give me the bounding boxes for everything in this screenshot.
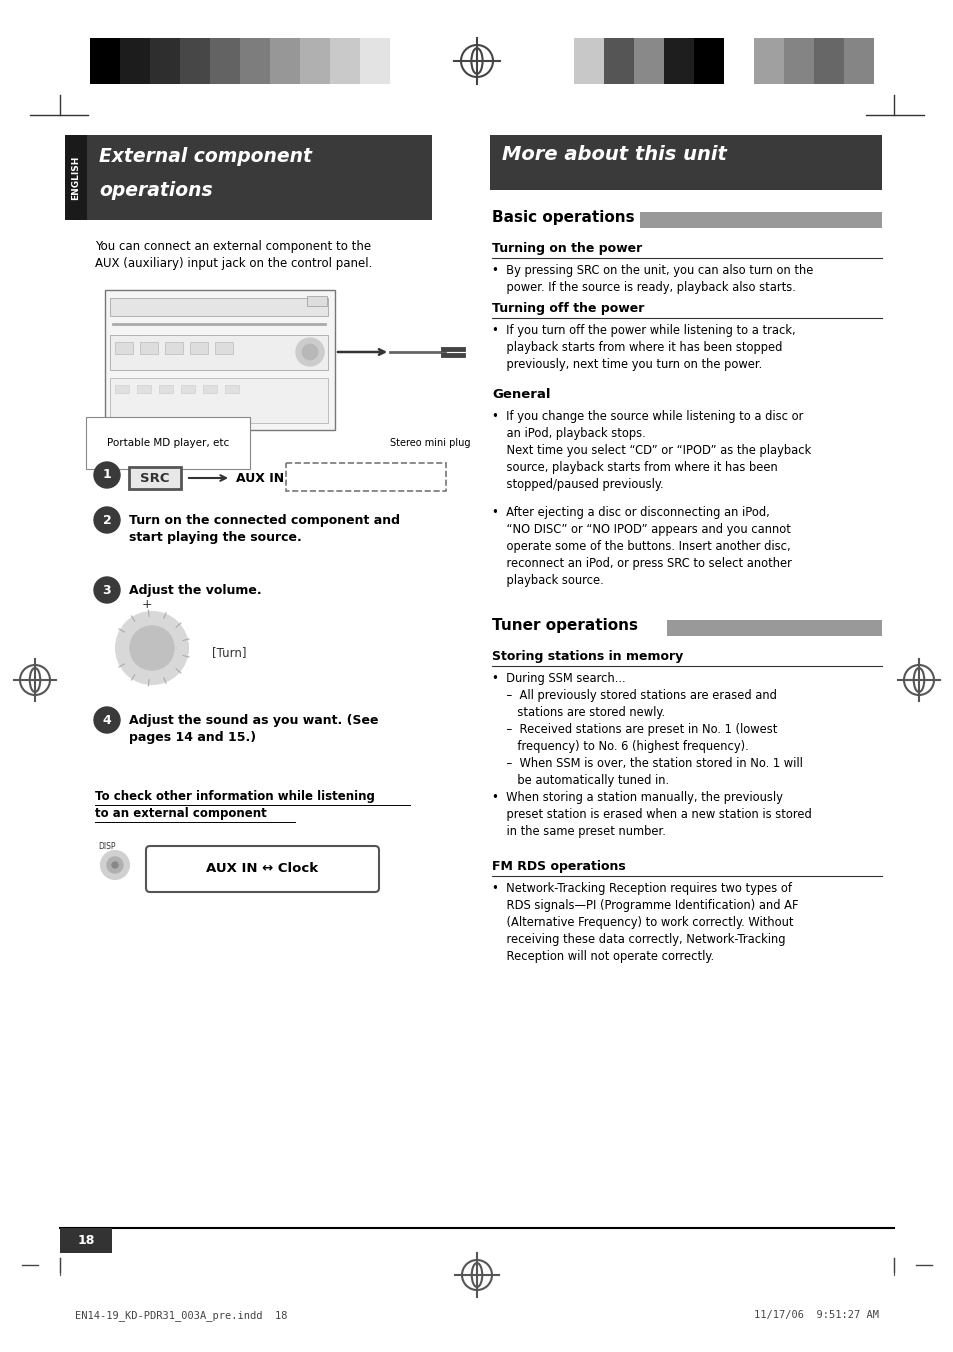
Bar bbox=[390, 38, 419, 84]
Text: Adjust the volume.: Adjust the volume. bbox=[129, 584, 261, 598]
Text: 11/17/06  9:51:27 AM: 11/17/06 9:51:27 AM bbox=[753, 1310, 878, 1320]
Bar bbox=[110, 379, 328, 423]
Circle shape bbox=[116, 612, 188, 684]
Text: •  If you turn off the power while listening to a track,
    playback starts fro: • If you turn off the power while listen… bbox=[492, 324, 795, 370]
Text: ENGLISH: ENGLISH bbox=[71, 155, 80, 200]
Text: AUX IN: AUX IN bbox=[235, 472, 284, 484]
Bar bbox=[663, 38, 693, 84]
Text: •  Network-Tracking Reception requires two types of
    RDS signals—PI (Programm: • Network-Tracking Reception requires tw… bbox=[492, 882, 798, 963]
Bar bbox=[115, 385, 129, 393]
Bar bbox=[210, 38, 240, 84]
Bar bbox=[159, 385, 172, 393]
Text: SRC: SRC bbox=[140, 472, 170, 484]
Circle shape bbox=[130, 626, 173, 671]
Circle shape bbox=[107, 857, 123, 873]
Bar bbox=[299, 38, 330, 84]
Bar bbox=[105, 289, 335, 430]
Text: •  During SSM search...
    –  All previously stored stations are erased and
   : • During SSM search... – All previously … bbox=[492, 672, 811, 838]
Bar bbox=[190, 342, 208, 354]
Text: External component: External component bbox=[99, 147, 312, 166]
Bar bbox=[90, 38, 120, 84]
Circle shape bbox=[94, 462, 120, 488]
Circle shape bbox=[94, 577, 120, 603]
Text: You can connect an external component to the
AUX (auxiliary) input jack on the c: You can connect an external component to… bbox=[95, 241, 372, 270]
Bar bbox=[129, 466, 181, 489]
Text: FM RDS operations: FM RDS operations bbox=[492, 860, 625, 873]
Circle shape bbox=[101, 850, 129, 879]
Text: Basic operations: Basic operations bbox=[492, 210, 634, 224]
Bar bbox=[120, 38, 150, 84]
Text: Turning on the power: Turning on the power bbox=[492, 242, 641, 256]
Text: Turning off the power: Turning off the power bbox=[492, 301, 643, 315]
Bar bbox=[214, 342, 233, 354]
Text: 4: 4 bbox=[103, 714, 112, 726]
Text: Tuner operations: Tuner operations bbox=[492, 618, 638, 633]
Bar bbox=[359, 38, 390, 84]
Bar bbox=[110, 335, 328, 370]
Text: •  After ejecting a disc or disconnecting an iPod,
    “NO DISC” or “NO IPOD” ap: • After ejecting a disc or disconnecting… bbox=[492, 506, 791, 587]
Text: Adjust the sound as you want. (See
pages 14 and 15.): Adjust the sound as you want. (See pages… bbox=[129, 714, 378, 744]
Bar bbox=[574, 38, 603, 84]
Circle shape bbox=[112, 863, 118, 868]
Circle shape bbox=[94, 707, 120, 733]
Bar bbox=[115, 342, 132, 354]
Text: More about this unit: More about this unit bbox=[501, 145, 726, 164]
Bar bbox=[723, 38, 753, 84]
Bar bbox=[240, 38, 270, 84]
Bar bbox=[65, 135, 87, 220]
Bar bbox=[165, 342, 183, 354]
Bar bbox=[203, 385, 216, 393]
Text: Stereo mini plug: Stereo mini plug bbox=[390, 438, 470, 448]
Bar bbox=[60, 1228, 112, 1253]
Text: AUX IN ↔ Clock: AUX IN ↔ Clock bbox=[206, 863, 318, 876]
Circle shape bbox=[302, 343, 317, 360]
Text: [Turn]: [Turn] bbox=[212, 646, 246, 660]
Text: +: + bbox=[142, 598, 152, 611]
Bar bbox=[307, 296, 327, 306]
Bar bbox=[813, 38, 843, 84]
Text: EN14-19_KD-PDR31_003A_pre.indd  18: EN14-19_KD-PDR31_003A_pre.indd 18 bbox=[75, 1310, 287, 1321]
Text: General: General bbox=[492, 388, 550, 402]
Text: DISP: DISP bbox=[98, 842, 115, 850]
Bar bbox=[270, 38, 299, 84]
FancyBboxPatch shape bbox=[146, 846, 378, 892]
Bar bbox=[110, 297, 328, 316]
Bar bbox=[666, 621, 882, 635]
Circle shape bbox=[295, 338, 324, 366]
Text: To check other information while listening
to an external component: To check other information while listeni… bbox=[95, 790, 375, 821]
Bar bbox=[603, 38, 634, 84]
Bar bbox=[87, 135, 432, 220]
Text: 3: 3 bbox=[103, 584, 112, 596]
Text: •  If you change the source while listening to a disc or
    an iPod, playback s: • If you change the source while listeni… bbox=[492, 410, 810, 491]
Text: 2: 2 bbox=[103, 514, 112, 526]
Bar bbox=[693, 38, 723, 84]
Text: Portable MD player, etc: Portable MD player, etc bbox=[107, 438, 229, 448]
Bar bbox=[753, 38, 783, 84]
Bar bbox=[783, 38, 813, 84]
Bar bbox=[490, 135, 882, 191]
Text: Turn on the connected component and
start playing the source.: Turn on the connected component and star… bbox=[129, 514, 399, 544]
Circle shape bbox=[94, 507, 120, 533]
Bar bbox=[634, 38, 663, 84]
Bar bbox=[286, 462, 446, 491]
Text: 1: 1 bbox=[103, 469, 112, 481]
Bar bbox=[843, 38, 873, 84]
Bar bbox=[137, 385, 151, 393]
Bar bbox=[180, 38, 210, 84]
Bar bbox=[330, 38, 359, 84]
Text: operations: operations bbox=[99, 181, 213, 200]
Bar bbox=[140, 342, 158, 354]
Bar bbox=[639, 212, 882, 228]
Bar bbox=[225, 385, 239, 393]
Bar bbox=[181, 385, 194, 393]
Text: •  By pressing SRC on the unit, you can also turn on the
    power. If the sourc: • By pressing SRC on the unit, you can a… bbox=[492, 264, 813, 293]
Text: Storing stations in memory: Storing stations in memory bbox=[492, 650, 682, 662]
Bar bbox=[150, 38, 180, 84]
Text: 18: 18 bbox=[77, 1234, 94, 1248]
